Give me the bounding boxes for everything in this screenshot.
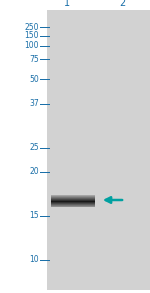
Text: 2: 2: [119, 0, 125, 8]
Text: 150: 150: [24, 32, 39, 40]
Text: 75: 75: [29, 54, 39, 64]
Text: 20: 20: [29, 168, 39, 176]
Text: 25: 25: [29, 144, 39, 152]
Text: 15: 15: [29, 212, 39, 221]
Text: 50: 50: [29, 74, 39, 84]
Text: 10: 10: [29, 255, 39, 265]
Text: 100: 100: [24, 42, 39, 50]
Text: 250: 250: [24, 23, 39, 32]
Text: 37: 37: [29, 100, 39, 108]
Text: 1: 1: [64, 0, 70, 8]
